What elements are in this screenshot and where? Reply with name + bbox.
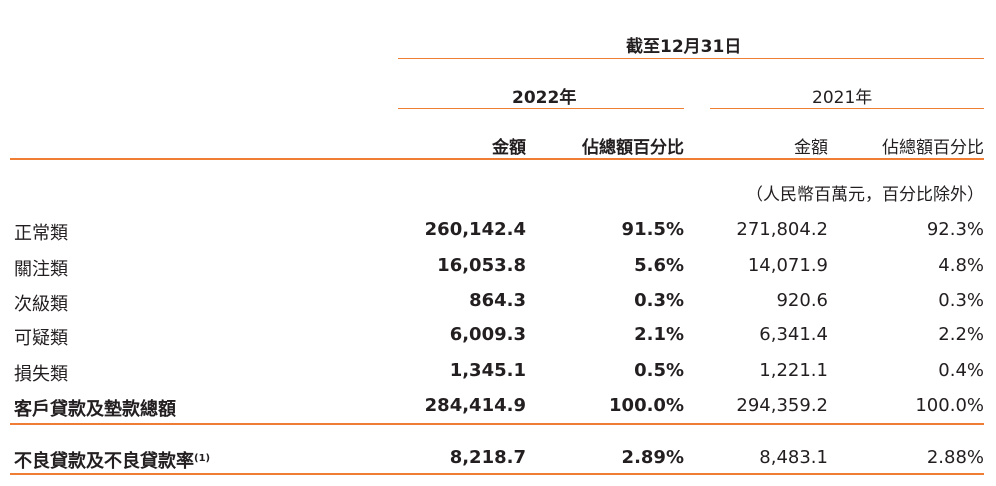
cell-pct-2021: 0.4% — [938, 360, 984, 381]
cell-amount-2022: 1,345.1 — [449, 360, 526, 381]
col-pct-2021: 佔總額百分比 — [882, 138, 984, 158]
npl-pct-2021: 2.88% — [926, 447, 984, 468]
cell-pct-2022: 2.1% — [634, 324, 684, 345]
cell-amount-2021: 14,071.9 — [747, 255, 828, 276]
total-pct-2022: 100.0% — [609, 395, 684, 416]
cell-amount-2021: 271,804.2 — [736, 219, 828, 240]
year-2021-header: 2021年 — [812, 88, 873, 108]
total-pct-2021: 100.0% — [915, 395, 984, 416]
cell-amount-2022: 260,142.4 — [424, 219, 526, 240]
npl-amount-2021: 8,483.1 — [759, 447, 828, 468]
cell-pct-2022: 0.5% — [634, 360, 684, 381]
cell-amount-2022: 16,053.8 — [437, 255, 526, 276]
total-amount-2022: 284,414.9 — [424, 395, 526, 416]
cell-pct-2022: 0.3% — [634, 290, 684, 311]
row-label: 正常類 — [14, 223, 68, 244]
cell-amount-2021: 6,341.4 — [759, 324, 828, 345]
cell-pct-2022: 91.5% — [621, 219, 684, 240]
row-label: 次級類 — [14, 294, 68, 315]
cell-amount-2022: 864.3 — [469, 290, 526, 311]
row-label: 損失類 — [14, 364, 68, 385]
period-rule — [398, 58, 984, 59]
npl-pct-2022: 2.89% — [621, 447, 684, 468]
total-rule — [10, 423, 984, 425]
total-label: 客戶貸款及墊款總額 — [14, 399, 176, 420]
unit-note: （人民幣百萬元，百分比除外） — [746, 185, 984, 205]
bottom-rule — [10, 473, 984, 475]
period-header: 截至12月31日 — [626, 37, 742, 57]
row-label: 關注類 — [14, 259, 68, 280]
header-rule — [10, 158, 984, 160]
year-2021-rule — [710, 108, 984, 109]
cell-pct-2021: 2.2% — [938, 324, 984, 345]
row-label: 可疑類 — [14, 328, 68, 349]
npl-label-text: 不良貸款及不良貸款率 — [14, 451, 194, 472]
col-amount-2022: 金額 — [492, 138, 526, 158]
year-2022-rule — [398, 108, 684, 109]
total-amount-2021: 294,359.2 — [736, 395, 828, 416]
col-amount-2021: 金額 — [794, 138, 828, 158]
npl-label: 不良貸款及不良貸款率(1) — [14, 447, 210, 473]
npl-footnote-marker: (1) — [194, 453, 211, 464]
col-pct-2022: 佔總額百分比 — [582, 138, 684, 158]
cell-amount-2021: 920.6 — [776, 290, 828, 311]
cell-pct-2022: 5.6% — [634, 255, 684, 276]
cell-amount-2022: 6,009.3 — [449, 324, 526, 345]
cell-pct-2021: 0.3% — [938, 290, 984, 311]
cell-amount-2021: 1,221.1 — [759, 360, 828, 381]
npl-amount-2022: 8,218.7 — [449, 447, 526, 468]
year-2022-header: 2022年 — [512, 88, 577, 108]
cell-pct-2021: 92.3% — [926, 219, 984, 240]
cell-pct-2021: 4.8% — [938, 255, 984, 276]
